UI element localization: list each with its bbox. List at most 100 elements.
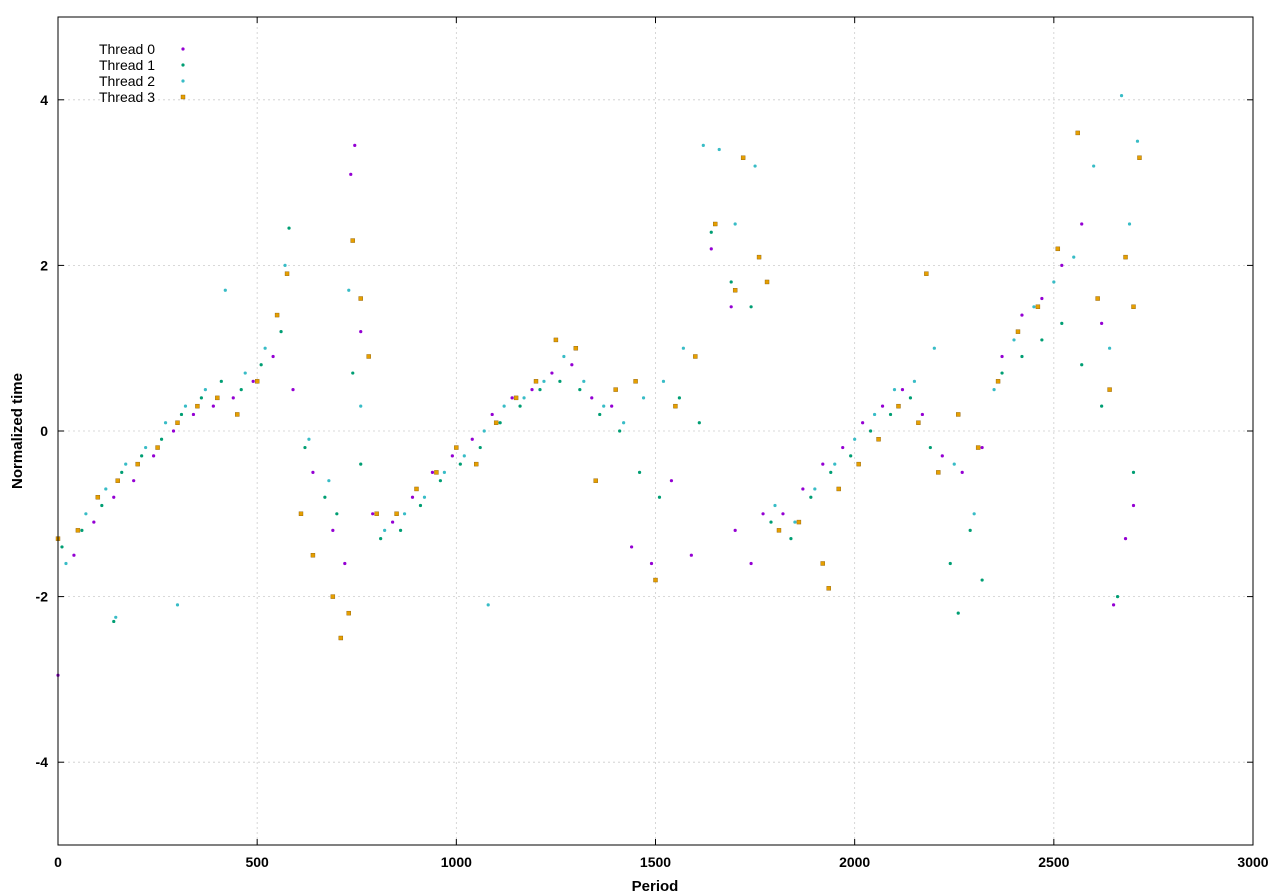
data-point	[104, 487, 108, 491]
data-point	[733, 222, 737, 226]
data-point	[653, 577, 658, 583]
data-point	[1095, 296, 1100, 301]
data-point	[756, 254, 762, 260]
data-point	[550, 371, 554, 375]
tick-marks	[57, 17, 1254, 845]
x-tick-label: 1500	[640, 854, 671, 870]
data-point	[120, 470, 124, 474]
x-axis-title: Period	[632, 878, 679, 895]
data-point	[235, 412, 240, 417]
data-point	[1092, 164, 1096, 168]
data-point	[1135, 139, 1140, 143]
data-point	[502, 404, 506, 408]
data-point	[920, 412, 924, 417]
y-tick-label: 2	[40, 257, 48, 273]
data-point	[1015, 329, 1021, 334]
data-point	[892, 388, 897, 392]
data-point	[183, 404, 188, 408]
data-point	[510, 396, 514, 400]
data-point	[677, 396, 682, 400]
data-point	[323, 495, 327, 499]
data-point	[442, 470, 446, 474]
data-point	[940, 454, 944, 458]
data-point	[749, 561, 753, 566]
data-point	[1052, 280, 1056, 284]
data-point	[697, 421, 701, 425]
data-point	[219, 379, 223, 383]
data-point	[876, 437, 881, 442]
data-point	[900, 388, 905, 392]
data-point	[829, 470, 833, 474]
data-point	[753, 164, 757, 168]
data-point	[307, 437, 311, 441]
data-point	[430, 470, 435, 474]
data-point	[383, 528, 387, 532]
data-point	[776, 528, 782, 533]
y-tick-label: -2	[36, 589, 49, 605]
data-point	[769, 520, 773, 524]
data-point	[1119, 94, 1124, 98]
data-point	[661, 379, 666, 383]
data-point	[1123, 254, 1128, 260]
data-point	[1108, 346, 1112, 350]
data-point	[462, 454, 466, 458]
data-point	[932, 346, 936, 350]
data-point	[64, 561, 68, 566]
legend-markers	[180, 47, 186, 100]
data-point	[729, 280, 733, 284]
data-point	[422, 495, 427, 499]
data-point	[438, 479, 442, 483]
data-point	[251, 379, 255, 383]
data-point	[956, 412, 961, 417]
data-point	[283, 263, 287, 267]
data-point	[211, 404, 215, 408]
data-point	[1131, 470, 1136, 474]
data-point	[358, 296, 363, 301]
data-point	[353, 143, 357, 147]
data-point	[916, 420, 921, 425]
data-point	[764, 279, 770, 285]
data-point	[995, 379, 1001, 384]
data-point	[347, 288, 351, 292]
legend-marker	[181, 79, 185, 83]
data-point	[1040, 338, 1044, 342]
x-tick-label: 3000	[1237, 854, 1268, 870]
data-point	[880, 404, 885, 408]
y-tick-label: 0	[40, 423, 48, 439]
data-point	[573, 346, 579, 351]
y-tick-label: -4	[36, 754, 49, 770]
data-point	[259, 363, 263, 367]
legend-marker	[180, 94, 186, 100]
data-point	[856, 461, 861, 467]
data-point	[669, 479, 674, 483]
grid	[58, 17, 1253, 845]
data-point	[60, 545, 64, 549]
data-point	[331, 528, 335, 532]
data-point	[279, 330, 283, 334]
data-point	[1000, 371, 1004, 375]
x-tick-label: 2000	[839, 854, 870, 870]
data-point	[1060, 263, 1064, 267]
data-point	[733, 528, 737, 532]
data-point	[398, 528, 403, 532]
data-point	[972, 512, 976, 516]
x-tick-label: 500	[245, 854, 269, 870]
data-point	[522, 396, 526, 400]
data-point	[163, 421, 168, 425]
legend-marker	[181, 47, 185, 51]
data-point	[239, 388, 243, 392]
data-point	[458, 462, 462, 466]
data-point	[713, 221, 718, 227]
data-point	[542, 379, 546, 383]
data-points	[55, 94, 1142, 677]
data-point	[195, 403, 200, 409]
data-point	[781, 512, 785, 516]
data-point	[681, 346, 685, 350]
data-point	[553, 337, 559, 343]
data-point	[956, 611, 960, 615]
legend-label-thread-1: Thread 1	[99, 57, 155, 73]
data-point	[649, 561, 654, 566]
data-point	[992, 388, 996, 392]
data-point	[254, 379, 260, 384]
data-point	[394, 511, 399, 516]
